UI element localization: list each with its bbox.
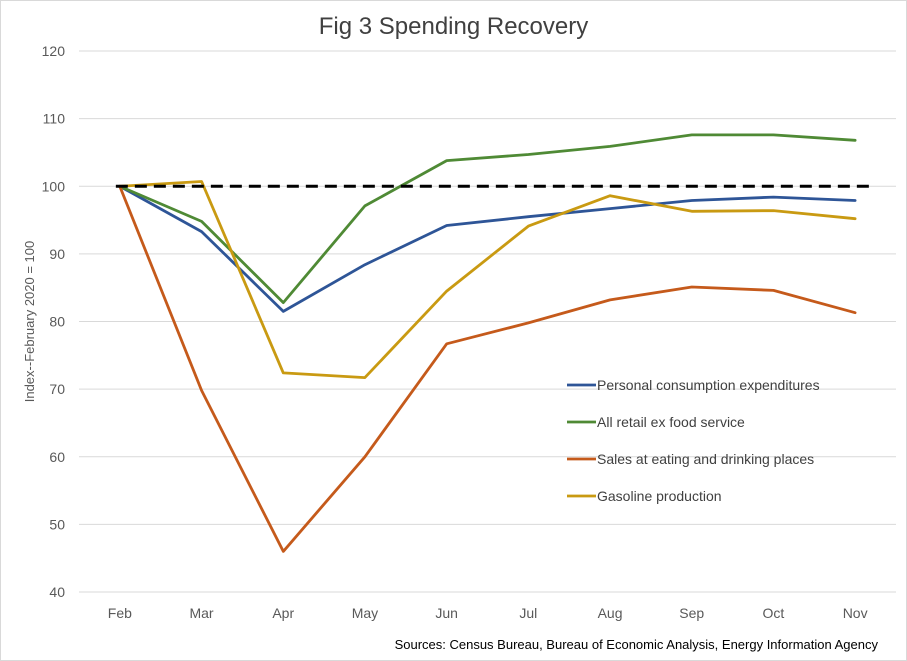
series-line [118,184,857,553]
legend-label: Sales at eating and drinking places [597,451,814,467]
x-tick-label: May [352,605,378,621]
series-line [118,133,857,305]
source-note: Sources: Census Bureau, Bureau of Econom… [394,637,878,652]
y-tick-label: 100 [42,178,66,194]
y-axis-label: Index--February 2020 = 100 [22,241,37,403]
x-tick-label: Jul [519,605,537,621]
x-tick-label: Feb [108,605,132,621]
y-tick-label: 50 [49,516,65,532]
y-tick-label: 80 [49,314,65,330]
y-tick-label: 70 [49,381,65,397]
series-line [118,180,857,380]
x-tick-label: Oct [763,605,785,621]
series-line [118,184,857,313]
x-tick-label: Apr [272,605,294,621]
x-tick-label: Nov [843,605,868,621]
x-tick-label: Mar [189,605,213,621]
y-tick-label: 110 [43,111,66,127]
legend-label: All retail ex food service [597,414,745,430]
y-tick-label: 90 [49,246,65,262]
y-tick-label: 120 [42,43,66,59]
chart-title: Fig 3 Spending Recovery [318,13,589,40]
legend-label: Personal consumption expenditures [597,377,820,393]
y-tick-label: 60 [49,449,65,465]
x-tick-label: Aug [598,605,623,621]
x-tick-label: Sep [679,605,704,621]
legend-label: Gasoline production [597,488,722,504]
y-tick-label: 40 [49,584,65,600]
x-tick-label: Jun [435,605,458,621]
